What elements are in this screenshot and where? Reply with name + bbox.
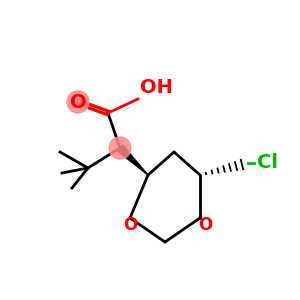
Text: O: O	[198, 216, 212, 234]
Circle shape	[109, 137, 131, 159]
Text: Cl: Cl	[257, 154, 278, 172]
Polygon shape	[117, 145, 148, 175]
Circle shape	[67, 91, 89, 113]
Text: O: O	[70, 92, 86, 112]
Text: O: O	[123, 216, 137, 234]
Text: OH: OH	[140, 78, 173, 97]
